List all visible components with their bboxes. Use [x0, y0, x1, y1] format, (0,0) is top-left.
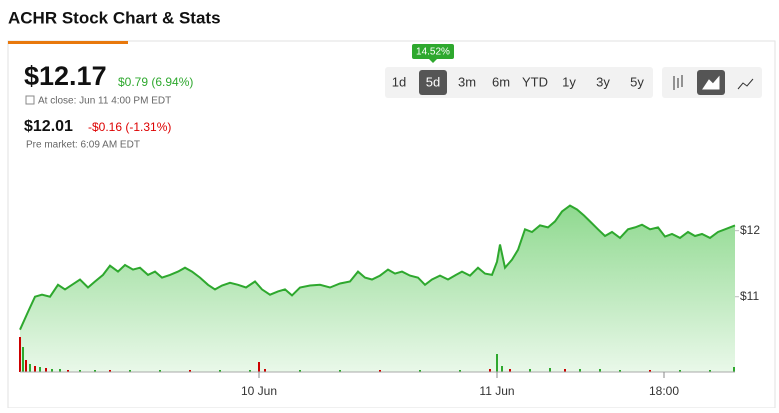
- range-button[interactable]: YTD: [522, 74, 548, 89]
- volume-bar: [219, 370, 221, 372]
- volume-bar: [709, 370, 711, 372]
- volume-bar: [619, 370, 621, 372]
- x-tick-label: 10 Jun: [241, 384, 277, 398]
- volume-bar: [501, 366, 503, 372]
- volume-bar: [549, 368, 551, 372]
- volume-bar: [299, 370, 301, 372]
- volume-bar: [419, 370, 421, 372]
- tooltip-arrow: [429, 59, 437, 63]
- pre-change: -$0.16 (-1.31%): [88, 120, 171, 134]
- range-button[interactable]: 6m: [492, 74, 510, 89]
- line-icon[interactable]: [737, 78, 754, 90]
- price-line: [19, 204, 736, 331]
- volume-bar: [379, 370, 381, 372]
- y-tick-label: $11: [740, 289, 759, 303]
- range-button[interactable]: 3y: [596, 74, 610, 89]
- range-button[interactable]: 5d: [426, 74, 440, 89]
- volume-bar: [509, 369, 511, 372]
- volume-bar: [129, 370, 131, 372]
- change: $0.79 (6.94%): [118, 75, 193, 89]
- tooltip: [412, 44, 454, 59]
- volume-bar: [496, 354, 498, 372]
- volume-bar: [733, 367, 735, 372]
- pre-price: $12.01: [24, 118, 73, 135]
- volume-bar: [39, 367, 41, 372]
- volume-bar: [249, 370, 251, 372]
- volume-bar: [529, 369, 531, 372]
- x-tick-label: 11 Jun: [479, 384, 514, 398]
- close-note: At close: Jun 11 4:00 PM EDT: [38, 96, 171, 107]
- range-group: [385, 67, 653, 98]
- range-button[interactable]: 1d: [392, 74, 406, 89]
- volume-bar: [258, 362, 260, 372]
- volume-bar: [649, 370, 651, 372]
- volume-bar: [79, 370, 81, 372]
- volume-bar: [339, 370, 341, 372]
- range-button[interactable]: 5y: [630, 74, 644, 89]
- price-area: [20, 205, 735, 372]
- volume-bar: [94, 370, 96, 372]
- calendar-icon: [25, 95, 35, 105]
- volume-bar: [45, 368, 47, 372]
- volume-bar: [19, 337, 21, 372]
- tooltip-text: 14.52%: [416, 47, 450, 58]
- volume-bar: [159, 370, 161, 372]
- y-tick-label: $12: [740, 223, 760, 237]
- range-button-active[interactable]: [419, 70, 447, 95]
- pre-note: Pre market: 6:09 AM EDT: [26, 140, 140, 151]
- candle-icon[interactable]: [673, 75, 683, 90]
- volume-bar: [109, 370, 111, 372]
- volume-bar: [189, 370, 191, 372]
- volume-bar: [679, 370, 681, 372]
- volume-bar: [564, 369, 566, 372]
- area-icon[interactable]: [702, 75, 720, 90]
- chart-type-icons: [673, 70, 754, 95]
- volume-bar: [59, 369, 61, 372]
- volume-bar: [459, 370, 461, 372]
- volume-bar: [34, 366, 36, 372]
- tab-indicator: [8, 41, 128, 44]
- range-button[interactable]: 3m: [458, 74, 476, 89]
- volume-bar: [489, 369, 491, 372]
- volume-bar: [67, 370, 69, 372]
- volume-bar: [579, 369, 581, 372]
- x-tick-label: 18:00: [649, 384, 679, 398]
- volume-bar: [22, 347, 24, 372]
- volume-bar: [29, 364, 31, 372]
- range-button[interactable]: 1y: [562, 74, 576, 89]
- volume-bar: [51, 369, 53, 372]
- volume-bar: [264, 369, 266, 372]
- page-title: ACHR Stock Chart & Stats: [8, 8, 221, 27]
- price: $12.17: [24, 61, 107, 91]
- volume-bar: [25, 360, 27, 372]
- volume-bar: [599, 369, 601, 372]
